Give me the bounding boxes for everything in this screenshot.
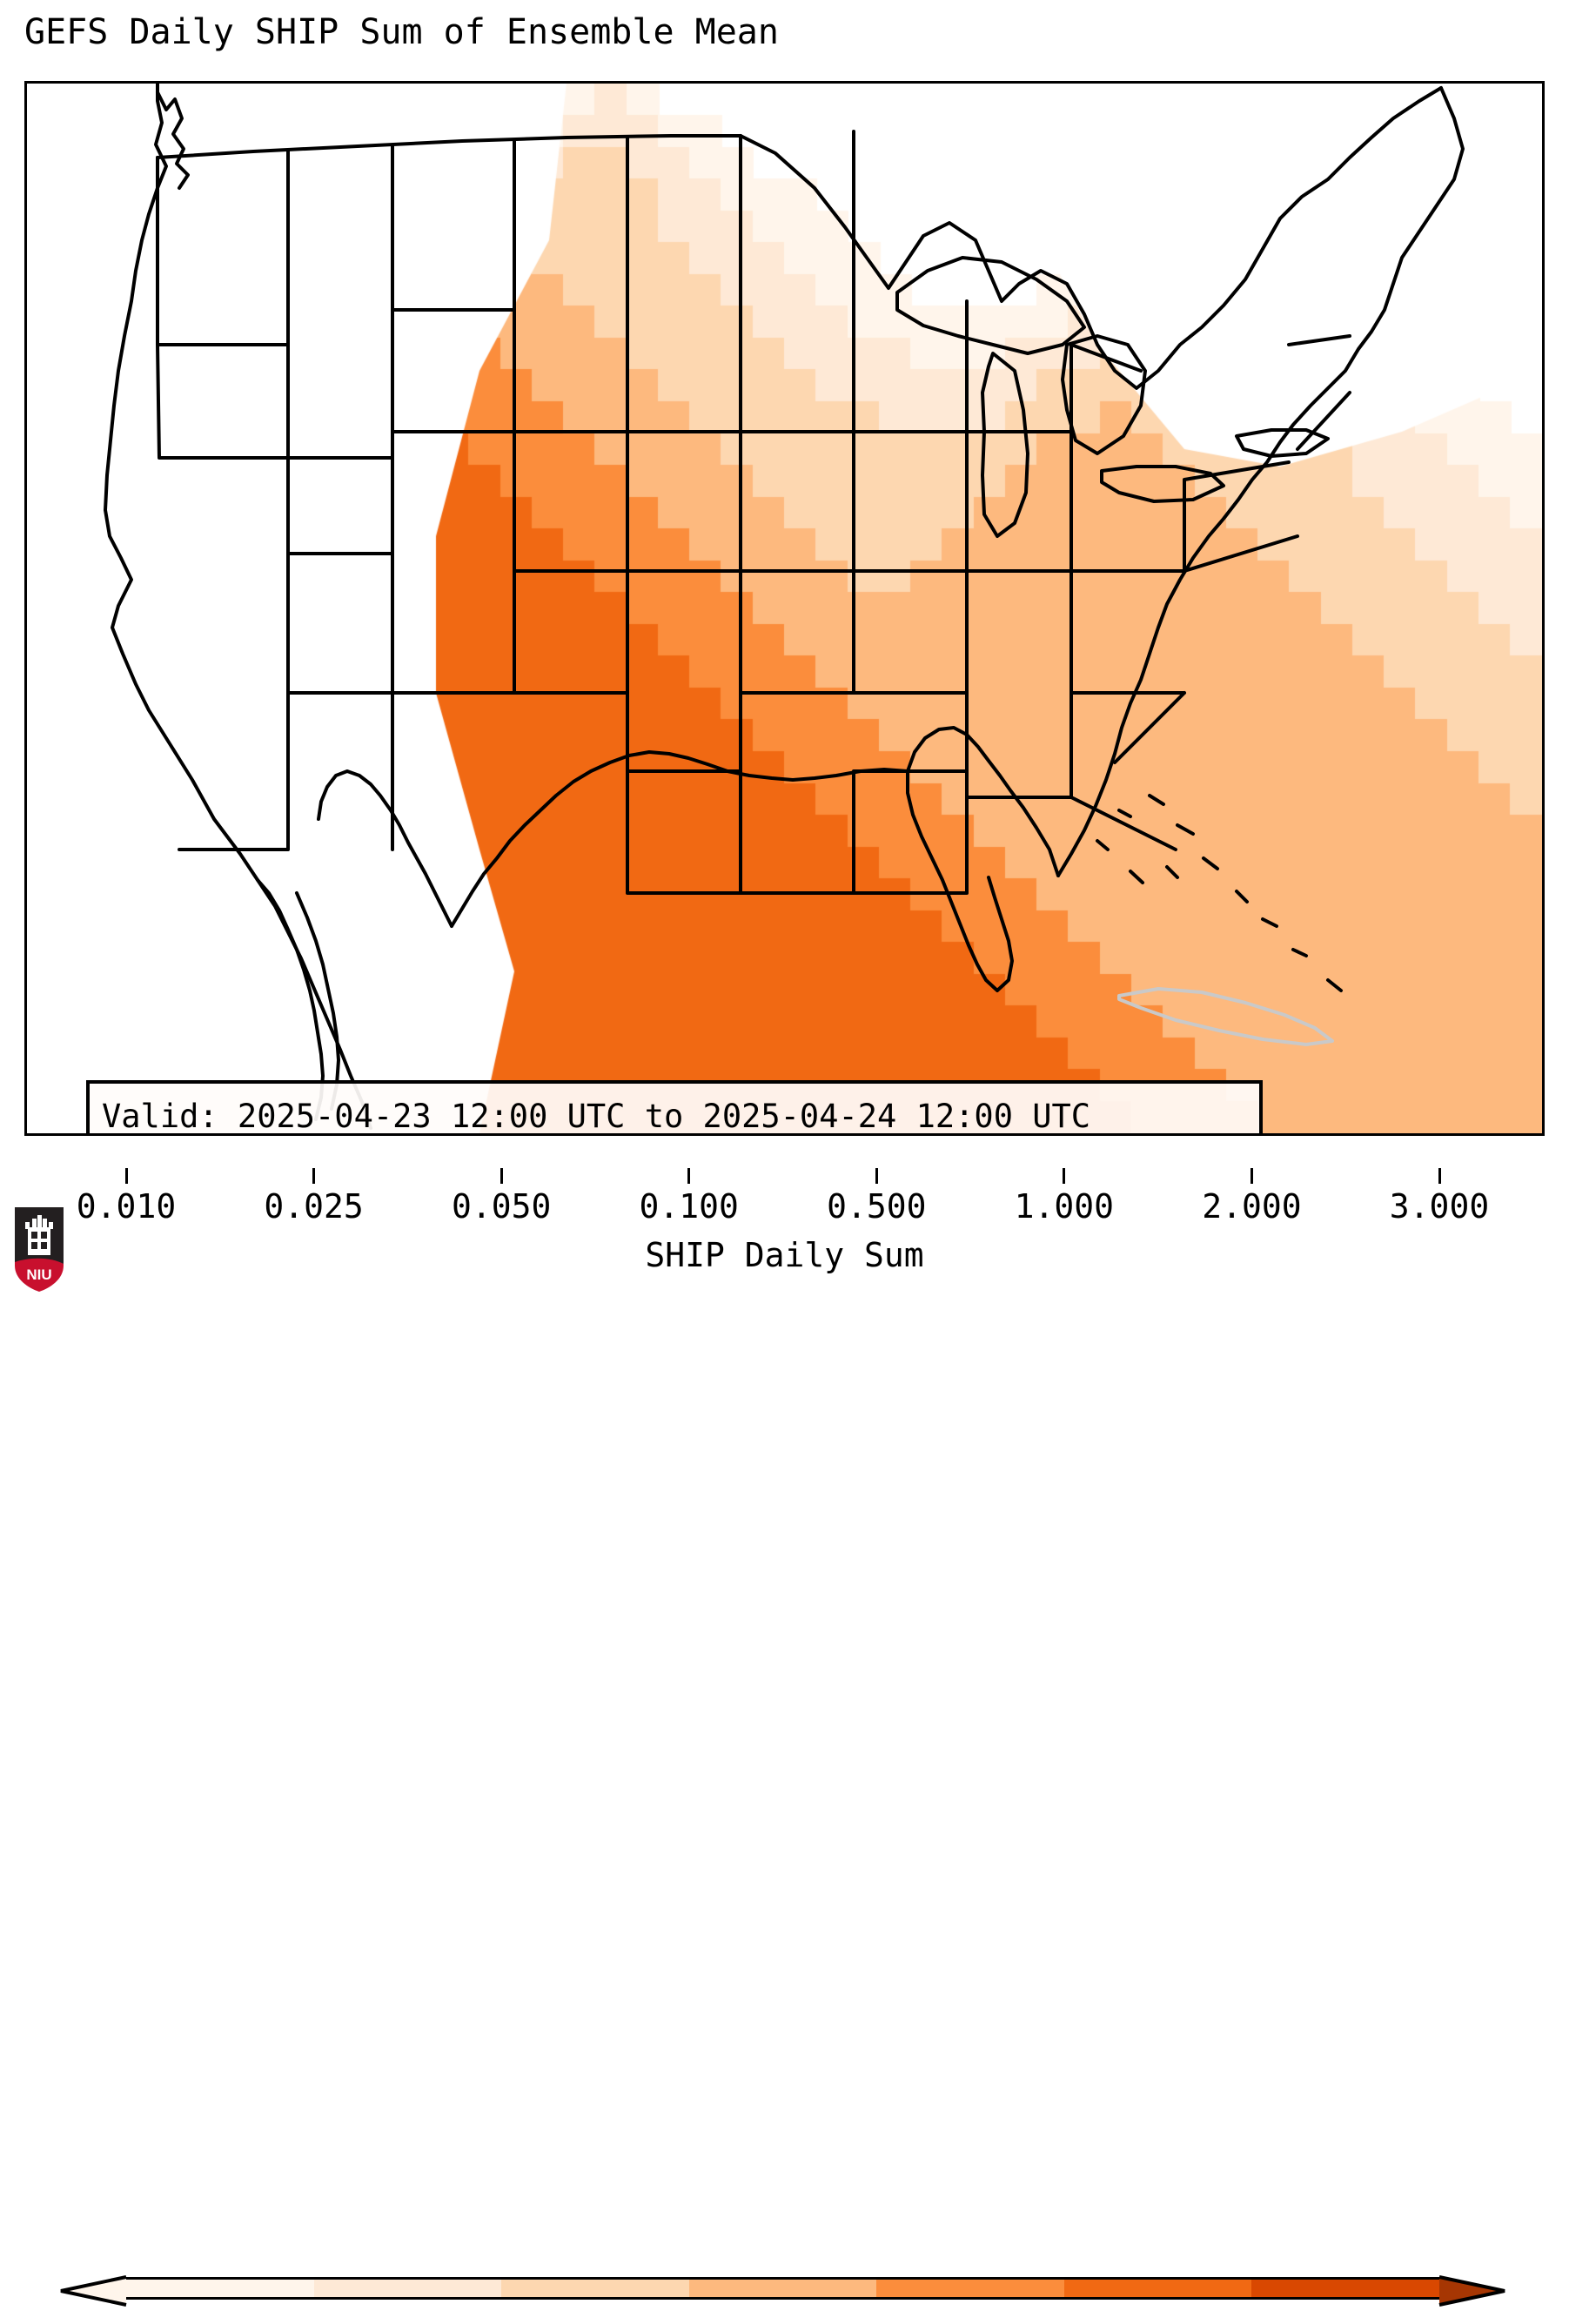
coastline-florida — [906, 726, 1060, 992]
state-borders — [156, 130, 1351, 895]
colorbar-tick-3 — [687, 1168, 691, 1184]
colorbar-tick-label-1: 0.025 — [264, 1187, 364, 1226]
colorbar-tick-2 — [500, 1168, 503, 1184]
colorbar-title: SHIP Daily Sum — [645, 1236, 924, 1274]
lake-ontario — [1235, 428, 1330, 458]
colorbar-tick-label-2: 0.050 — [451, 1187, 552, 1226]
colorbar-tick-label-4: 0.500 — [827, 1187, 927, 1226]
coastline-gulf — [450, 750, 909, 928]
border-canada-lakes — [739, 86, 1443, 390]
islands-bahamas — [1096, 794, 1343, 992]
colorbar — [0, 1132, 1569, 2307]
colorbar-over-arrow — [1439, 2277, 1505, 2305]
colorbar-tick-label-0: 0.010 — [76, 1187, 177, 1226]
coastline-cuba — [1117, 987, 1334, 1046]
lake-superior — [895, 256, 1086, 355]
map-clip — [27, 84, 1542, 1133]
colorbar-tick-6 — [1250, 1168, 1253, 1184]
ship-heatmap-layer — [27, 84, 1542, 1133]
coastline-pacific — [104, 84, 372, 1130]
valid-time-line: Valid: 2025-04-23 12:00 UTC to 2025-04-2… — [102, 1097, 1091, 1135]
colorbar-band-0 — [126, 2280, 314, 2297]
colorbar-tick-7 — [1438, 1168, 1441, 1184]
colorbar-band-1 — [313, 2280, 502, 2297]
colorbar-tick-label-3: 0.100 — [639, 1187, 739, 1226]
colorbar-tick-5 — [1063, 1168, 1066, 1184]
coastline-texas — [317, 769, 453, 928]
colorbar-tick-4 — [875, 1168, 878, 1184]
coastline-puget — [156, 91, 190, 190]
coastline-atlantic-ne — [1056, 86, 1465, 877]
figure-root: GEFS Daily SHIP Sum of Ensemble Mean — [0, 12, 1569, 2307]
coastline-baja-east — [295, 891, 340, 1111]
colorbar-bands — [126, 2277, 1440, 2300]
colorbar-band-5 — [1063, 2280, 1252, 2297]
colorbar-band-4 — [876, 2280, 1064, 2297]
colorbar-tick-label-7: 3.000 — [1389, 1187, 1490, 1226]
colorbar-band-3 — [688, 2280, 877, 2297]
colorbar-tick-label-6: 2.000 — [1202, 1187, 1302, 1226]
colorbar-band-2 — [501, 2280, 689, 2297]
colorbar-tick-label-5: 1.000 — [1014, 1187, 1115, 1226]
map-boundaries-layer — [104, 84, 1465, 1130]
page-title: GEFS Daily SHIP Sum of Ensemble Mean — [24, 12, 779, 52]
colorbar-tick-1 — [312, 1168, 316, 1184]
colorbar-under-arrow — [61, 2277, 126, 2305]
valid-run-infobox: Valid: 2025-04-23 12:00 UTC to 2025-04-2… — [86, 1080, 1263, 1135]
map-panel: Valid: 2025-04-23 12:00 UTC to 2025-04-2… — [24, 81, 1545, 1136]
lake-huron — [1061, 334, 1147, 455]
niu-logo-text: NIU — [26, 1266, 51, 1283]
lake-michigan — [981, 352, 1029, 538]
border-canada-west — [156, 134, 742, 159]
lake-erie — [1100, 465, 1225, 503]
coastline-baja — [256, 878, 325, 1121]
colorbar-band-6 — [1251, 2280, 1440, 2297]
colorbar-tick-0 — [124, 1168, 128, 1184]
niu-logo: NIU — [13, 1206, 65, 1293]
